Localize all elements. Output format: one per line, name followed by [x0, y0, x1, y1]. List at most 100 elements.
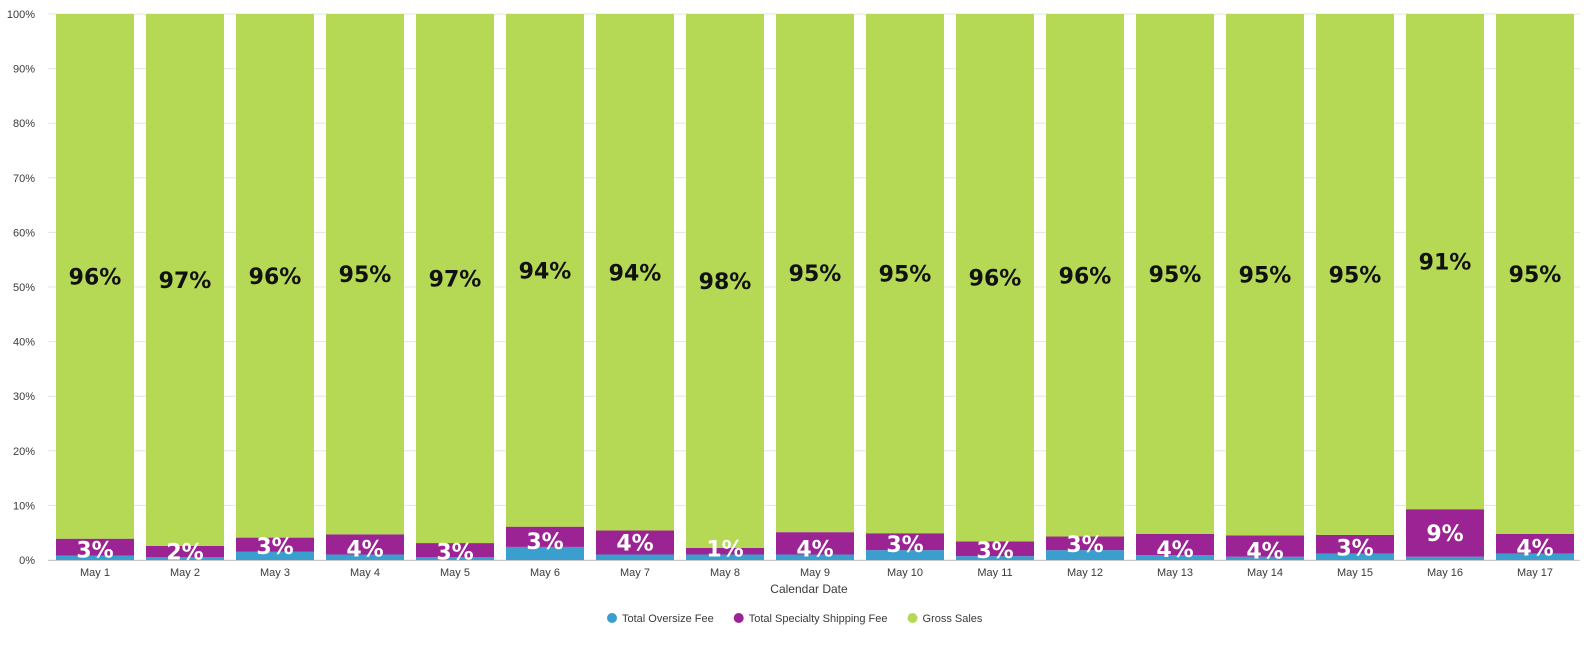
bar-segment[interactable] — [416, 557, 494, 560]
bar-segment[interactable] — [1496, 14, 1574, 534]
x-tick-label: May 1 — [80, 567, 110, 579]
bar-segment[interactable] — [956, 541, 1034, 557]
y-tick-label: 30% — [13, 391, 35, 403]
data-label: 2% — [166, 540, 203, 565]
data-label: 3% — [1336, 536, 1373, 561]
data-label: 4% — [616, 532, 653, 557]
y-axis-ticks: 0% 10% 20% 30% 40% 50% 60% 70% 80% 90% 100% — [7, 9, 35, 567]
data-label: 96% — [1059, 264, 1112, 289]
bar-segment[interactable] — [326, 534, 404, 555]
bar-segment[interactable] — [1046, 536, 1124, 551]
data-label: 95% — [339, 263, 392, 288]
bar-segment[interactable] — [146, 14, 224, 546]
bar-segment[interactable] — [1046, 550, 1124, 560]
bar-segment[interactable] — [146, 557, 224, 560]
bar-segment[interactable] — [506, 546, 584, 560]
data-label: 3% — [76, 539, 113, 564]
bar-segment[interactable] — [596, 530, 674, 555]
bar-segment[interactable] — [1316, 14, 1394, 535]
x-tick-label: May 5 — [440, 567, 470, 579]
data-label: 3% — [256, 535, 293, 560]
bar-segment[interactable] — [686, 14, 764, 548]
bar-segment[interactable] — [866, 550, 944, 560]
bar-segment[interactable] — [866, 14, 944, 534]
bar-segment[interactable] — [596, 14, 674, 531]
bar-segment[interactable] — [1226, 535, 1304, 557]
data-label: 3% — [1066, 533, 1103, 558]
bar-segment[interactable] — [776, 532, 854, 555]
data-label: 4% — [346, 538, 383, 563]
bar-segment[interactable] — [236, 551, 314, 560]
bar-segment[interactable] — [1046, 14, 1124, 537]
data-label: 98% — [699, 270, 752, 295]
data-label: 4% — [796, 538, 833, 563]
bars — [56, 14, 1574, 560]
data-label: 95% — [1239, 264, 1292, 289]
y-tick-label: 50% — [13, 282, 35, 294]
legend-label[interactable]: Total Specialty Shipping Fee — [749, 613, 888, 625]
bar-segment[interactable] — [56, 538, 134, 556]
bar-segment[interactable] — [596, 554, 674, 560]
y-tick-label: 90% — [13, 64, 35, 76]
bar-segment[interactable] — [236, 14, 314, 538]
data-label: 3% — [526, 530, 563, 555]
bar-segment[interactable] — [506, 526, 584, 547]
x-tick-label: May 6 — [530, 567, 560, 579]
bar-segment[interactable] — [1136, 555, 1214, 560]
bar-segment[interactable] — [1136, 533, 1214, 556]
legend-swatch — [907, 613, 918, 623]
data-label: 95% — [789, 262, 842, 287]
bar-segment[interactable] — [866, 533, 944, 551]
data-label: 96% — [69, 265, 122, 290]
bar-segment[interactable] — [416, 543, 494, 558]
y-tick-label: 10% — [13, 500, 35, 512]
bar-segment[interactable] — [326, 14, 404, 535]
bar-segment[interactable] — [1406, 14, 1484, 510]
bar-segment[interactable] — [686, 547, 764, 555]
data-label: 9% — [1426, 522, 1463, 547]
x-tick-label: May 16 — [1427, 567, 1463, 579]
x-tick-label: May 17 — [1517, 567, 1553, 579]
data-label: 1% — [706, 538, 743, 563]
bar-segment[interactable] — [56, 555, 134, 560]
data-label: 96% — [249, 265, 302, 290]
bar-segment[interactable] — [776, 14, 854, 533]
x-tick-label: May 10 — [887, 567, 923, 579]
legend-label[interactable]: Total Oversize Fee — [622, 613, 714, 625]
bar-segment[interactable] — [956, 556, 1034, 560]
legend-swatch — [733, 613, 744, 623]
bar-segment[interactable] — [1316, 553, 1394, 560]
data-label: 95% — [1329, 263, 1382, 288]
bar-segment[interactable] — [1226, 556, 1304, 560]
legend[interactable]: Total Oversize Fee Total Specialty Shippi… — [607, 613, 983, 625]
data-label: 95% — [1509, 263, 1562, 288]
data-label: 3% — [436, 540, 473, 565]
bar-segment[interactable] — [1406, 556, 1484, 560]
bar-segment[interactable] — [776, 554, 854, 560]
bar-segment[interactable] — [1496, 553, 1574, 560]
bar-segment[interactable] — [1496, 533, 1574, 554]
bar-segment[interactable] — [56, 14, 134, 539]
bar-segment[interactable] — [416, 14, 494, 544]
y-tick-label: 0% — [19, 555, 35, 567]
x-tick-label: May 2 — [170, 567, 200, 579]
bar-segment[interactable] — [506, 14, 584, 527]
x-tick-label: May 4 — [350, 567, 380, 579]
bar-segment[interactable] — [326, 554, 404, 560]
bar-segment[interactable] — [686, 554, 764, 560]
x-tick-label: May 11 — [977, 567, 1012, 579]
bar-segment[interactable] — [956, 14, 1034, 542]
data-label: 95% — [879, 263, 932, 288]
bar-segment[interactable] — [1406, 509, 1484, 557]
y-tick-label: 100% — [7, 9, 35, 21]
bar-segment[interactable] — [236, 537, 314, 552]
x-tick-label: May 13 — [1157, 567, 1193, 579]
x-axis-ticks: May 1 May 2 May 3 May 4 May 5 May 6 May 7 May 8… — [80, 567, 1553, 579]
data-label: 94% — [609, 261, 662, 286]
bar-segment[interactable] — [1226, 14, 1304, 536]
bar-segment[interactable] — [1136, 14, 1214, 534]
legend-label[interactable]: Gross Sales — [923, 613, 983, 625]
bar-segment[interactable] — [1316, 534, 1394, 554]
bar-segment[interactable] — [146, 545, 224, 558]
